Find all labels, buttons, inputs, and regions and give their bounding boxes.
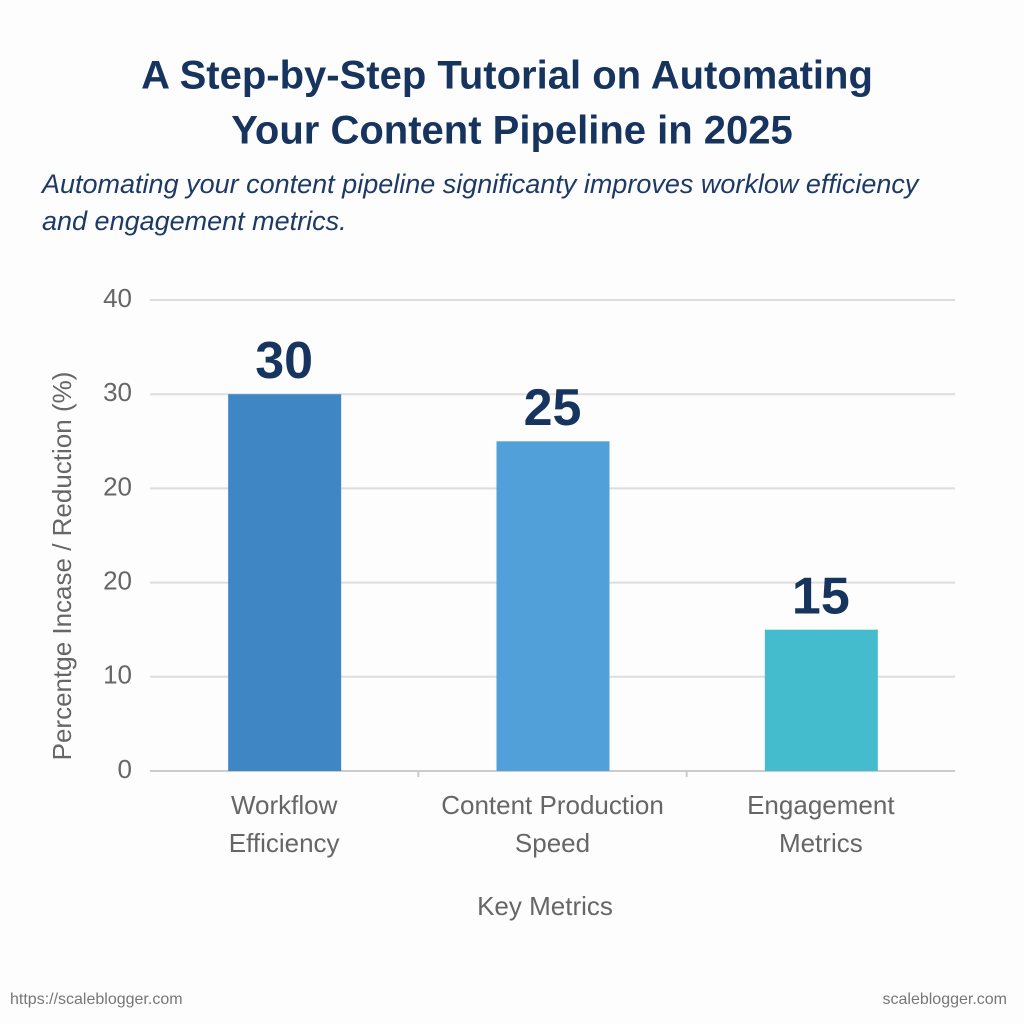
chart-title: Your Content Pipeline in 2025 [231, 109, 793, 153]
bar [496, 441, 610, 771]
data-label: 15 [792, 567, 850, 625]
bar [228, 394, 342, 771]
data-label: 30 [255, 332, 313, 390]
y-tick-label: 30 [103, 377, 132, 407]
x-tick-label: Metrics [779, 828, 863, 858]
x-axis-label: Key Metrics [477, 891, 613, 921]
y-tick-label: 40 [103, 283, 132, 313]
y-tick-label: 20 [103, 471, 132, 501]
footer: https://scaleblogger.com [10, 991, 183, 1008]
x-tick-label: Content Production [441, 790, 664, 820]
y-tick-label: 10 [103, 660, 132, 690]
y-tick-label: 20 [103, 565, 132, 595]
x-tick-label: Engagement [747, 790, 895, 820]
bar [764, 629, 878, 771]
x-tick-label: Workflow [231, 790, 338, 820]
y-tick-label: 0 [118, 754, 132, 784]
footer: scaleblogger.com [882, 991, 1007, 1008]
y-axis-label: Percentge Incase / Reduction (%) [47, 372, 77, 761]
x-tick-label: Speed [515, 828, 590, 858]
chart-title: A Step-by-Step Tutorial on Automating [141, 54, 873, 98]
subtitle: Automating your content pipeline signifi… [40, 169, 920, 199]
data-label: 25 [524, 379, 582, 437]
x-tick-label: Efficiency [229, 828, 340, 858]
subtitle: and engagement metrics. [42, 206, 347, 236]
